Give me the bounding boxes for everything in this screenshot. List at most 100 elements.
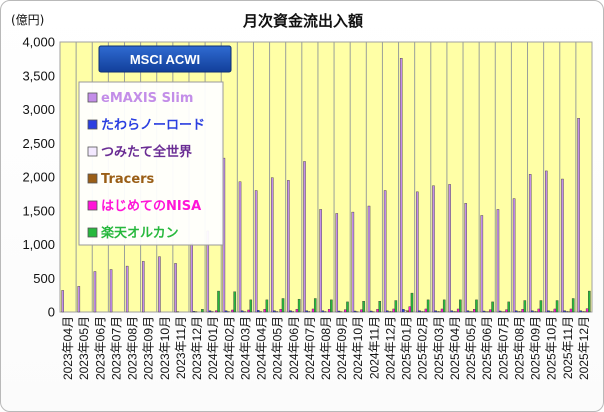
bar bbox=[528, 174, 532, 313]
bar bbox=[406, 310, 409, 313]
bar bbox=[553, 308, 557, 313]
y-axis-unit: (億円) bbox=[11, 13, 44, 27]
bar bbox=[335, 213, 339, 313]
bar bbox=[249, 299, 253, 313]
x-tick-label: 2023年08月 bbox=[126, 316, 140, 380]
bar bbox=[436, 311, 440, 313]
bar bbox=[226, 311, 230, 313]
bar bbox=[208, 310, 212, 313]
x-tick-label: 2023年06月 bbox=[93, 316, 107, 380]
bar bbox=[303, 161, 306, 313]
bar bbox=[243, 311, 246, 313]
legend-label: はじめてのNISA bbox=[101, 199, 201, 214]
bar bbox=[514, 310, 518, 313]
y-tick-label: 4,000 bbox=[22, 35, 55, 50]
bar bbox=[539, 300, 543, 313]
bar bbox=[588, 290, 591, 313]
bar bbox=[61, 290, 64, 313]
bar bbox=[452, 311, 456, 313]
x-tick-label: 2023年05月 bbox=[77, 316, 91, 380]
chart-title: 月次資金流出入額 bbox=[242, 12, 363, 30]
bar bbox=[424, 308, 428, 313]
x-tick-label: 2025年12月 bbox=[577, 316, 591, 380]
bar bbox=[521, 309, 524, 313]
bar bbox=[287, 180, 290, 313]
bar bbox=[109, 269, 113, 313]
y-tick-label: 500 bbox=[33, 271, 55, 286]
bar bbox=[577, 118, 580, 313]
bar bbox=[459, 299, 462, 313]
bar bbox=[533, 311, 536, 313]
bar bbox=[555, 300, 559, 313]
bar bbox=[238, 181, 242, 313]
bar bbox=[434, 310, 437, 313]
bar bbox=[498, 310, 502, 313]
bar bbox=[579, 310, 582, 313]
bar bbox=[549, 311, 552, 313]
bar bbox=[565, 311, 569, 313]
y-tick-label: 2,500 bbox=[22, 136, 55, 151]
bar bbox=[385, 310, 389, 313]
bar bbox=[351, 211, 355, 313]
bar bbox=[537, 308, 541, 313]
legend-swatch bbox=[87, 200, 98, 211]
bar bbox=[295, 309, 299, 313]
bar bbox=[142, 261, 145, 313]
bar bbox=[561, 178, 564, 313]
x-tick-label: 2023年12月 bbox=[190, 316, 204, 380]
x-tick-labels: 2023年04月 2023年05月 2023年06月 2023年07月 2023年08月… bbox=[61, 316, 591, 380]
x-tick-label: 2024年02月 bbox=[222, 316, 236, 380]
bar bbox=[330, 299, 333, 313]
bar bbox=[240, 310, 244, 313]
bar bbox=[263, 309, 267, 313]
bar bbox=[399, 58, 403, 313]
legend-swatch bbox=[87, 119, 98, 130]
bar bbox=[279, 309, 283, 313]
bar bbox=[402, 309, 405, 313]
x-tick-label: 2024年12月 bbox=[383, 316, 397, 380]
bar bbox=[125, 265, 129, 313]
bar bbox=[369, 310, 373, 313]
x-tick-label: 2025年04月 bbox=[448, 316, 462, 380]
bar bbox=[416, 191, 419, 313]
bar bbox=[563, 310, 566, 313]
x-tick-label: 2023年09月 bbox=[142, 316, 156, 380]
bar bbox=[383, 190, 387, 313]
y-tick-label: 1,000 bbox=[22, 237, 55, 252]
bar bbox=[281, 298, 285, 313]
bar bbox=[265, 299, 269, 313]
x-tick-label: 2023年07月 bbox=[109, 316, 123, 380]
bar bbox=[270, 177, 274, 313]
bar bbox=[217, 290, 220, 313]
x-tick-label: 2025年05月 bbox=[464, 316, 478, 380]
bar bbox=[388, 311, 391, 313]
bar bbox=[426, 299, 430, 313]
bar bbox=[489, 309, 492, 313]
bar bbox=[442, 299, 446, 313]
bar bbox=[507, 301, 510, 313]
y-tick-labels: 0 500 1,000 1,500 2,000 2,500 3,000 3,500 4,000 bbox=[22, 35, 55, 320]
bar bbox=[275, 311, 278, 313]
bar bbox=[410, 292, 414, 313]
bar bbox=[346, 301, 349, 313]
x-tick-label: 2023年04月 bbox=[61, 316, 75, 380]
badge-label: MSCI ACWI bbox=[130, 52, 200, 67]
bar bbox=[450, 310, 454, 313]
bar bbox=[480, 215, 484, 313]
bar bbox=[311, 308, 315, 313]
legend-swatch bbox=[87, 146, 98, 157]
bar bbox=[523, 300, 527, 313]
bar bbox=[259, 311, 262, 313]
bar bbox=[319, 209, 322, 313]
bar bbox=[307, 311, 311, 313]
bar bbox=[367, 205, 371, 313]
x-tick-label: 2025年09月 bbox=[529, 316, 543, 380]
bar bbox=[581, 311, 585, 313]
legend-label: eMAXIS Slim bbox=[101, 91, 193, 106]
bar bbox=[360, 309, 363, 313]
legend-label: つみたて全世界 bbox=[101, 144, 192, 160]
x-tick-label: 2025年06月 bbox=[480, 316, 494, 380]
bar bbox=[362, 301, 365, 313]
